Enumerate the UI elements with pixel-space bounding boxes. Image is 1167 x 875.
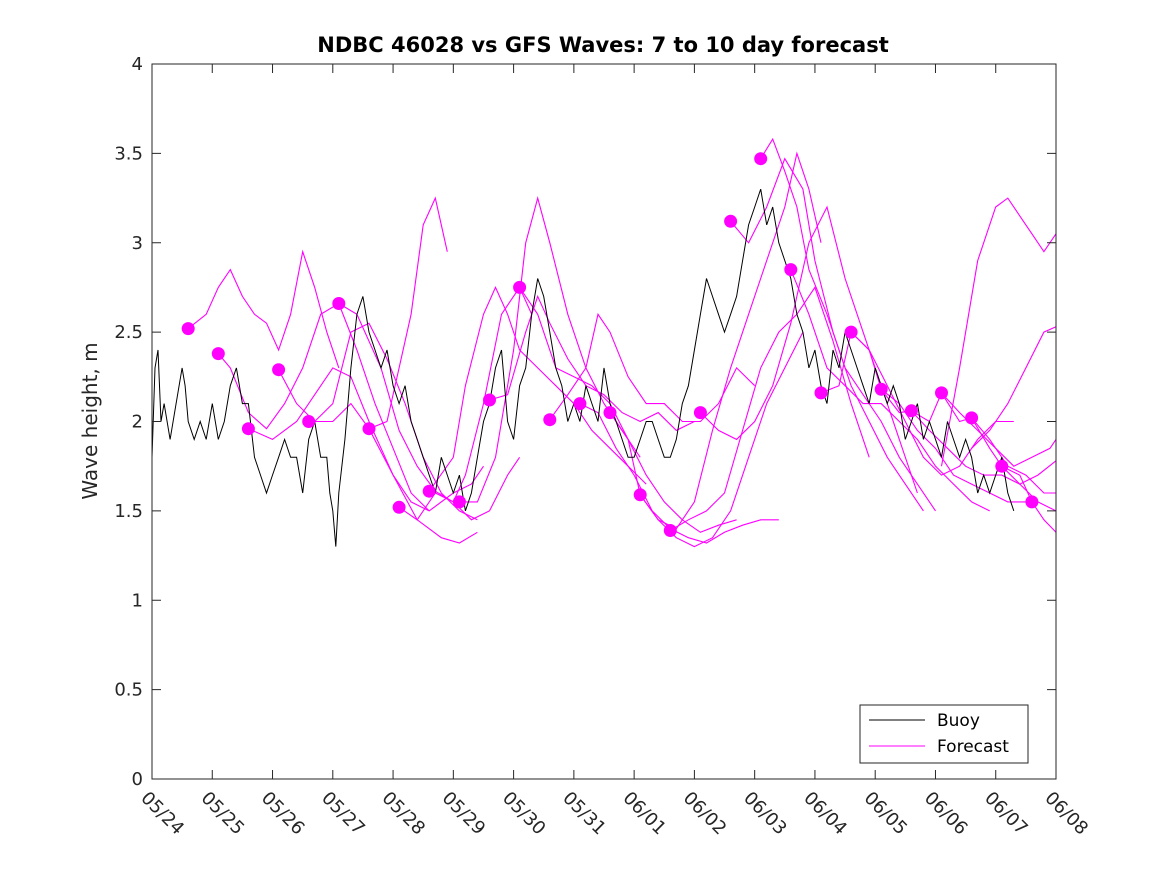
forecast-marker-5 <box>302 415 316 428</box>
y-tick-label: 3 <box>132 233 143 254</box>
forecast-marker-24 <box>874 382 888 396</box>
forecast-marker-27 <box>965 411 979 425</box>
y-tick-label: 2.5 <box>114 322 143 343</box>
y-tick-label: 0.5 <box>114 680 143 701</box>
legend-box <box>859 704 1029 764</box>
forecast-line-20 <box>760 137 936 512</box>
forecast-line-19 <box>730 157 924 512</box>
forecast-line-27 <box>971 417 1057 512</box>
forecast-marker-19 <box>724 214 738 228</box>
forecast-marker-25 <box>904 404 918 418</box>
forecast-line-29 <box>940 197 1057 467</box>
forecast-line-1 <box>187 249 340 369</box>
forecast-marker-9 <box>422 484 436 498</box>
forecast-marker-28 <box>995 459 1009 473</box>
forecast-marker-13 <box>543 413 557 427</box>
forecast-line-26 <box>941 392 1056 494</box>
forecast-markers <box>181 152 1039 537</box>
legend: Buoy Forecast <box>859 704 1029 764</box>
forecast-marker-1 <box>181 322 195 336</box>
forecast-line-22 <box>820 331 1014 476</box>
forecast-marker-7 <box>362 422 376 436</box>
forecast-marker-29 <box>1025 495 1039 509</box>
forecast-line-30 <box>971 326 1057 449</box>
forecast-series <box>187 137 1057 548</box>
forecast-marker-21 <box>784 263 798 277</box>
forecast-line-8 <box>398 286 533 521</box>
buoy-line <box>151 188 1015 547</box>
y-tick-label: 1 <box>132 590 143 611</box>
forecast-marker-15 <box>603 406 617 420</box>
buoy-series <box>151 188 1015 547</box>
forecast-marker-20 <box>754 152 768 166</box>
forecast-line-21 <box>790 269 990 512</box>
forecast-marker-16 <box>633 488 647 502</box>
forecast-marker-17 <box>663 524 677 537</box>
y-tick-label: 3.5 <box>114 143 143 164</box>
y-axis-label: Wave height, m <box>78 342 102 499</box>
forecast-marker-23 <box>844 325 858 339</box>
y-tick-label: 4 <box>132 54 143 75</box>
forecast-line-13 <box>549 312 756 423</box>
legend-forecast-label: Forecast <box>937 737 1009 757</box>
y-tick-label: 0 <box>132 769 143 790</box>
forecast-marker-6 <box>332 297 346 310</box>
forecast-marker-22 <box>814 386 828 400</box>
forecast-line-15 <box>609 331 804 548</box>
forecast-line-7 <box>368 196 448 430</box>
legend-buoy-label: Buoy <box>937 711 980 731</box>
forecast-line-17 <box>670 286 870 531</box>
forecast-marker-2 <box>211 347 225 361</box>
forecast-line-2 <box>217 302 430 512</box>
forecast-marker-11 <box>483 393 496 407</box>
forecast-line-9 <box>428 286 647 492</box>
forecast-marker-4 <box>272 363 286 377</box>
forecast-line-3 <box>248 367 478 544</box>
forecast-line-5 <box>308 402 484 512</box>
forecast-marker-3 <box>241 422 255 436</box>
y-tick-label: 2 <box>132 412 143 433</box>
forecast-line-25 <box>911 391 1057 467</box>
forecast-marker-8 <box>392 500 406 514</box>
forecast-marker-18 <box>693 406 707 420</box>
forecast-line-23 <box>850 331 1026 503</box>
forecast-marker-26 <box>935 386 948 400</box>
y-axis-ticks: 0 0.5 1 1.5 2 2.5 3 3.5 4 <box>114 54 1056 790</box>
forecast-marker-14 <box>573 397 587 411</box>
chart-title: NDBC 46028 vs GFS Waves: 7 to 10 day for… <box>317 33 888 57</box>
forecast-marker-12 <box>513 280 527 294</box>
y-tick-label: 1.5 <box>114 501 143 522</box>
forecast-marker-10 <box>452 495 466 509</box>
forecast-line-14 <box>579 403 779 544</box>
